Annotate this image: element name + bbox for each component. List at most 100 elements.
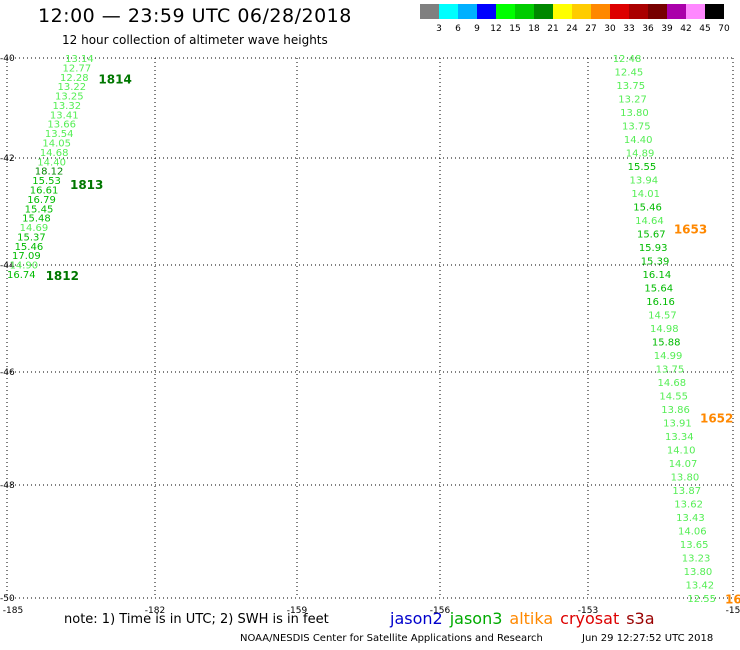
color-scale-label: 42 [680, 24, 692, 34]
wave-height-value: 15.48 [22, 214, 51, 225]
wave-height-value: 13.91 [663, 419, 692, 430]
wave-height-value: 14.68 [40, 148, 69, 159]
wave-height-value: 13.86 [661, 405, 690, 416]
x-tick-label: -156 [430, 606, 451, 616]
wave-height-value: 13.22 [58, 82, 87, 93]
wave-height-value: 12.28 [60, 73, 89, 84]
wave-height-value: 12.48 [613, 54, 642, 65]
wave-height-value: 15.88 [652, 338, 681, 349]
y-tick-label: -40 [0, 54, 15, 64]
color-scale-label: 12 [490, 24, 502, 34]
color-scale-label: 24 [566, 24, 578, 34]
color-swatch [705, 4, 724, 19]
wave-height-value: 15.67 [637, 230, 666, 241]
wave-height-value: 13.80 [684, 567, 713, 578]
wave-height-value: 16.61 [30, 185, 59, 196]
color-swatch [667, 4, 686, 19]
wave-height-value: 15.39 [641, 257, 670, 268]
wave-height-value: 14.90 [10, 261, 39, 272]
satellite-legend: jason2 jason3 altika cryosat s3a [390, 609, 662, 628]
wave-height-value: 14.01 [631, 189, 660, 200]
wave-height-value: 13.75 [656, 365, 685, 376]
wave-height-value: 12.77 [63, 63, 92, 74]
wave-height-value: 16.14 [643, 270, 672, 281]
color-swatch [591, 4, 610, 19]
wave-height-value: 13.54 [45, 129, 74, 140]
y-tick-label: -50 [0, 594, 15, 604]
wave-height-value: 13.25 [55, 92, 84, 103]
legend-item-jason3: jason3 [449, 609, 503, 628]
wave-height-value: 13.80 [620, 108, 649, 119]
wave-height-value: 15.93 [639, 243, 668, 254]
wave-height-value: 13.32 [52, 101, 81, 112]
wave-height-value: 13.87 [672, 486, 701, 497]
color-swatch [515, 4, 534, 19]
pass-time-label: 1651 [725, 592, 740, 606]
color-swatch [648, 4, 667, 19]
color-swatch [439, 4, 458, 19]
x-tick-label: -182 [145, 606, 165, 616]
credit-line: NOAA/NESDIS Center for Satellite Applica… [240, 633, 543, 644]
wave-height-value: 14.05 [42, 139, 71, 150]
wave-height-value: 15.45 [25, 204, 54, 215]
color-scale-label: 30 [604, 24, 616, 34]
color-swatch [477, 4, 496, 19]
wave-height-value: 12.45 [615, 68, 644, 79]
legend-item-s3a: s3a [626, 609, 655, 628]
color-scale-label: 3 [436, 24, 442, 34]
color-scale-label: 33 [623, 24, 635, 34]
units-note: note: 1) Time is in UTC; 2) SWH is in fe… [64, 612, 329, 627]
wave-height-value: 14.98 [650, 324, 679, 335]
wave-height-value: 14.06 [678, 527, 707, 538]
wave-height-value: 18.12 [35, 167, 64, 178]
wave-height-value: 13.94 [629, 176, 658, 187]
wave-height-value: 13.14 [65, 54, 94, 65]
wave-height-value: 13.75 [622, 122, 651, 133]
wave-height-value: 15.46 [633, 203, 662, 214]
wave-height-value: 14.07 [669, 459, 698, 470]
pass-time-label: 1652 [700, 411, 733, 425]
pass-time-label: 1653 [674, 222, 707, 236]
wave-height-value: 14.40 [37, 157, 66, 168]
wave-height-value: 15.53 [32, 176, 61, 187]
y-tick-label: -48 [0, 481, 15, 491]
wave-height-value: 15.55 [628, 162, 657, 173]
wave-height-value: 16.16 [646, 297, 675, 308]
color-scale-label: 70 [718, 24, 730, 34]
wave-height-value: 12.55 [687, 594, 716, 605]
wave-height-value: 14.40 [624, 135, 653, 146]
legend-item-jason2: jason2 [390, 609, 443, 628]
y-tick-label: -46 [0, 368, 15, 378]
wave-height-value: 13.41 [50, 110, 79, 121]
color-swatch [629, 4, 648, 19]
color-swatch [553, 4, 572, 19]
wave-height-value: 14.99 [654, 351, 683, 362]
wave-height-value: 13.65 [680, 540, 709, 551]
color-swatch [496, 4, 515, 19]
color-swatch [458, 4, 477, 19]
wave-height-value: 14.64 [635, 216, 664, 227]
color-swatch [610, 4, 629, 19]
x-tick-label: -159 [287, 606, 308, 616]
color-swatch [686, 4, 705, 19]
pass-time-label: 1813 [70, 178, 103, 192]
color-scale-label: 9 [474, 24, 480, 34]
color-scale-label: 27 [585, 24, 597, 34]
wave-height-value: 17.09 [12, 251, 41, 262]
y-tick-label: -44 [0, 261, 15, 271]
x-tick-label: -153 [578, 606, 598, 616]
legend-item-altika: altika [509, 609, 554, 628]
wave-height-value: 15.64 [644, 284, 673, 295]
wave-height-value: 14.57 [648, 311, 677, 322]
wave-height-value: 13.42 [685, 581, 714, 592]
x-tick-label: -185 [3, 606, 23, 616]
wave-height-value: 13.43 [676, 513, 705, 524]
wave-height-value: 13.34 [665, 432, 694, 443]
color-swatch [420, 4, 439, 19]
wave-height-value: 14.55 [659, 392, 688, 403]
pass-time-label: 1814 [98, 72, 131, 86]
legend-item-cryosat: cryosat [560, 609, 620, 628]
wave-height-value: 14.68 [657, 378, 686, 389]
wave-height-value: 15.37 [17, 232, 46, 243]
